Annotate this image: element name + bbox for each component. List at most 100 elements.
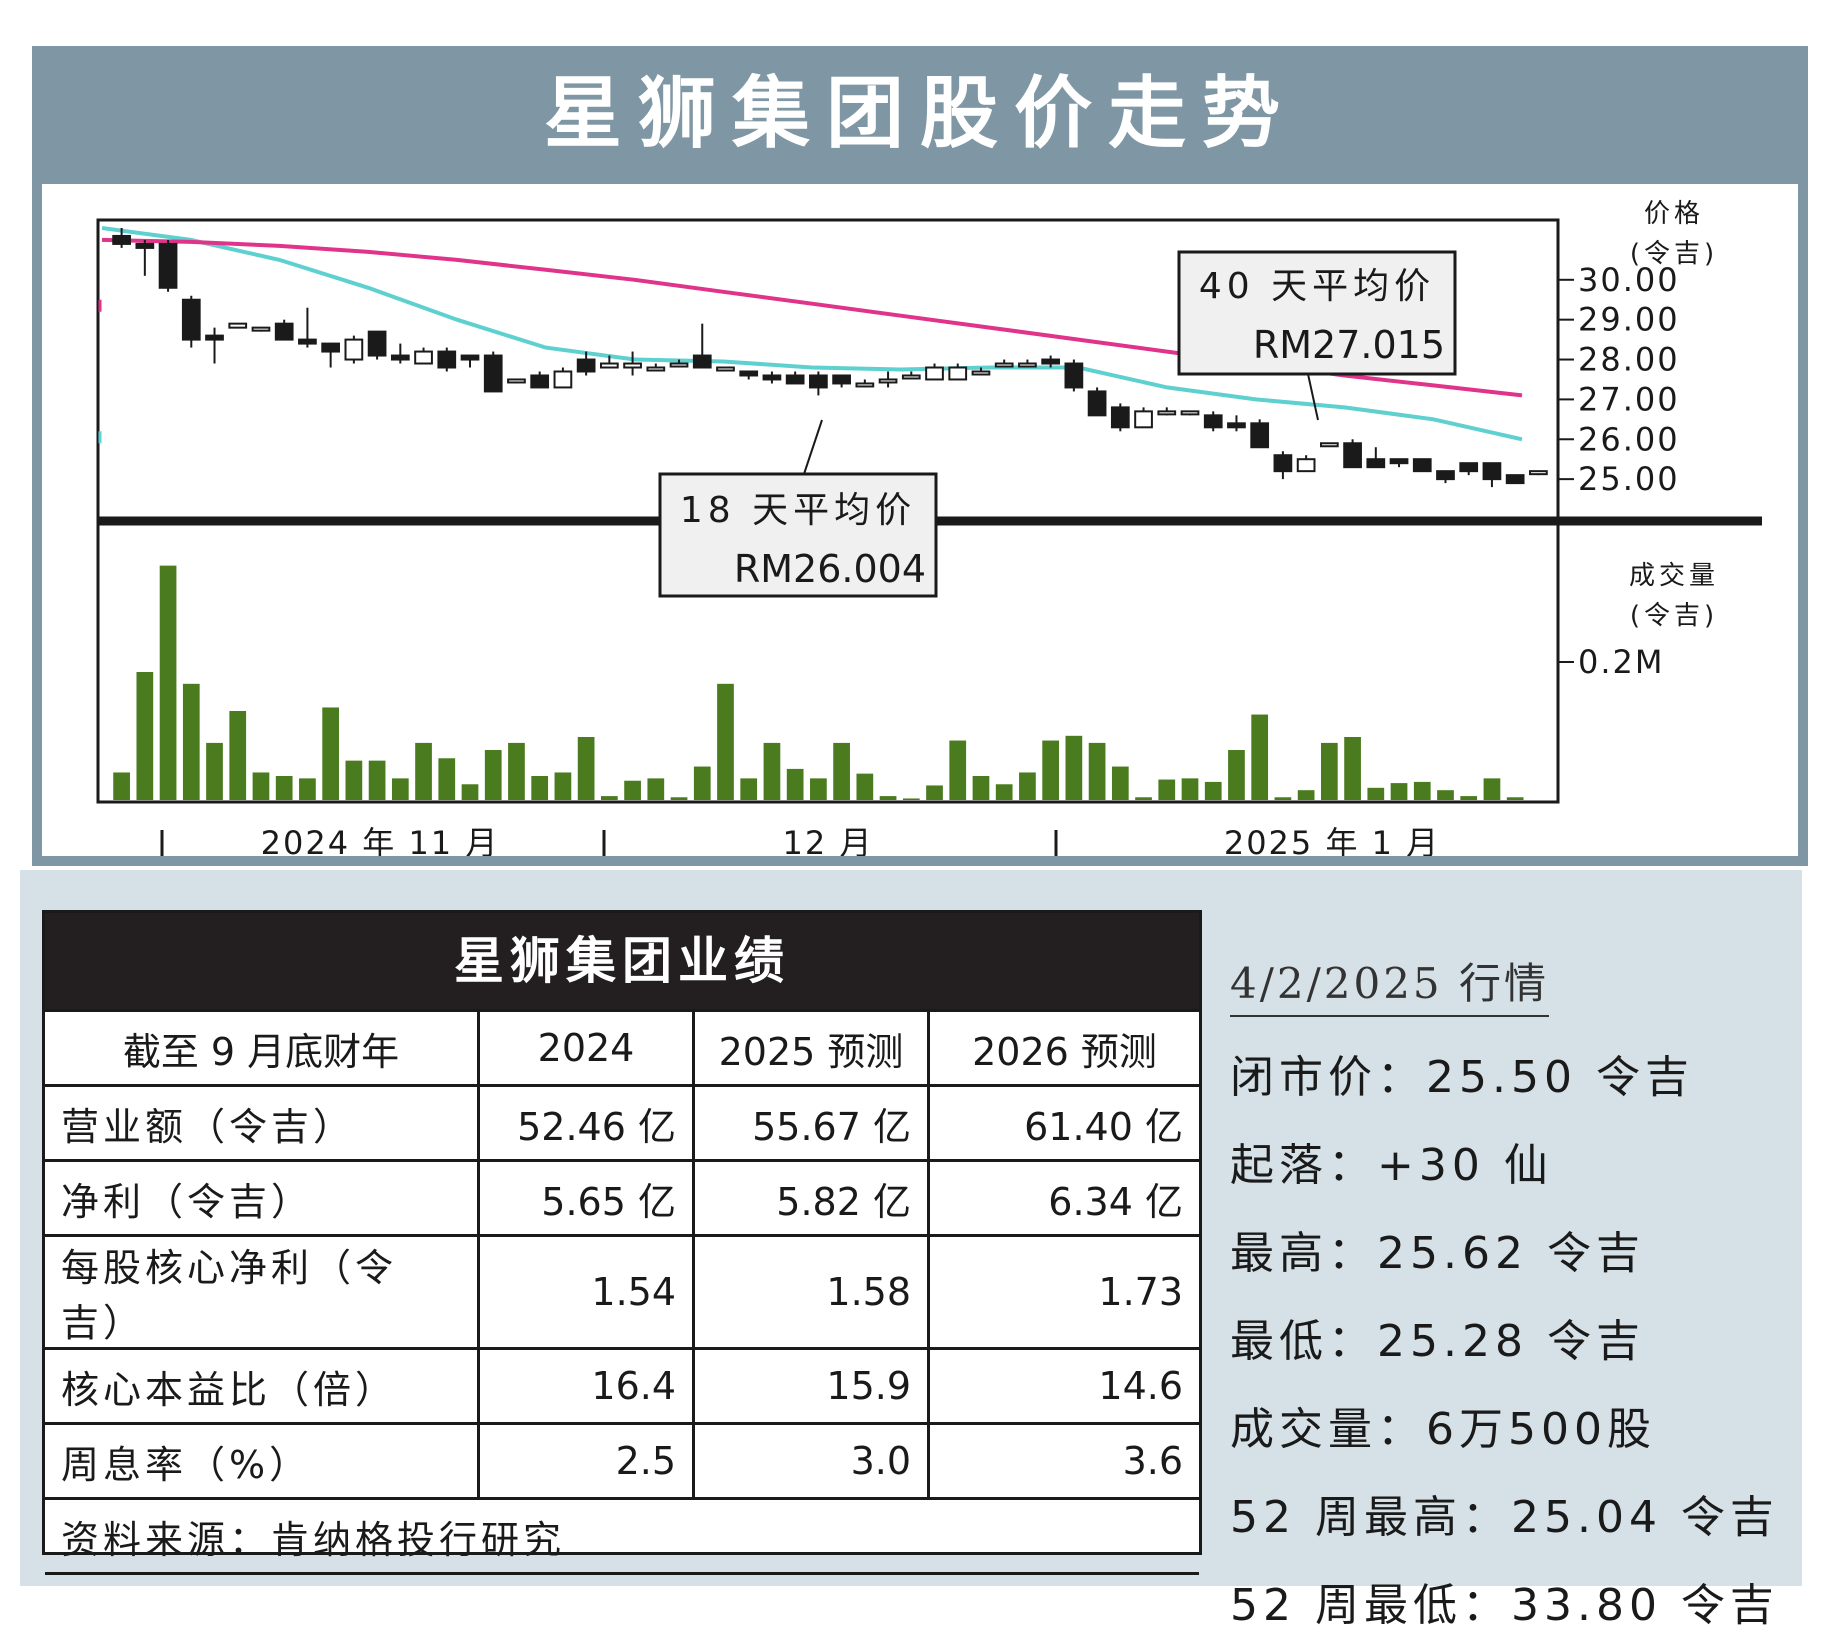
candle-body — [1273, 454, 1293, 473]
header-cell: 截至 9 月底财年 — [45, 1009, 480, 1087]
cell-value: 5.65 亿 — [477, 1159, 695, 1237]
volume-axis-title: 成交量 — [1629, 561, 1719, 591]
candle-body — [1203, 414, 1223, 429]
market-volume: 成交量：6万500股 — [1230, 1404, 1656, 1455]
cell-value: 1.54 — [477, 1234, 695, 1350]
candle-body — [878, 378, 898, 384]
candle-body — [901, 374, 921, 380]
volume-bar — [1506, 797, 1524, 800]
volume-bar — [949, 740, 967, 800]
ma40-callout-box — [1177, 250, 1457, 376]
table-row: 每股核心净利（令吉） 1.54 1.58 1.73 — [45, 1234, 1199, 1350]
candle-body — [994, 362, 1014, 368]
volume-bar — [461, 784, 479, 800]
candle-body — [1064, 362, 1084, 389]
y-tick-label: 26.00 — [1578, 420, 1680, 458]
volume-bar — [299, 778, 316, 800]
x-axis-label: 2025 年 1 月 — [1224, 824, 1440, 856]
candle-body — [251, 326, 271, 332]
volume-bar — [391, 778, 409, 800]
candle-body — [1459, 462, 1479, 473]
row-label: 核心本益比（倍） — [45, 1347, 480, 1425]
table-row: 资料来源：肯纳格投行研究 — [45, 1497, 1199, 1575]
volume-bar — [786, 768, 804, 800]
ma40-callout-label: 40 天平均价 — [1199, 266, 1435, 307]
volume-bar — [531, 776, 549, 800]
candle-body — [1250, 422, 1270, 449]
ma40-callout-value: RM27.015 — [1253, 323, 1445, 367]
candle-body — [1482, 462, 1502, 481]
candle-body — [716, 366, 735, 372]
candle-body — [762, 374, 782, 381]
candle-body — [576, 358, 596, 373]
candle-body — [855, 382, 875, 388]
cell-value: 15.9 — [692, 1347, 930, 1425]
candle-body — [1180, 410, 1200, 416]
results-table-box: 星狮集团业绩 截至 9 月底财年 2024 2025 预测 2026 预测 营业… — [42, 910, 1202, 1575]
candle-body — [135, 242, 155, 249]
candle-body — [1296, 458, 1316, 473]
volume-bar — [1111, 766, 1129, 800]
ma18-callout-box — [658, 472, 938, 598]
candle-body — [483, 354, 503, 393]
candle-body — [809, 374, 828, 389]
volume-bar — [763, 742, 781, 800]
volume-bar — [1344, 737, 1361, 800]
market-52w-low: 52 周最低：33.80 令吉 — [1230, 1580, 1779, 1631]
candle-body — [646, 366, 666, 372]
y-tick-label: 29.00 — [1578, 301, 1680, 339]
candle-body — [321, 342, 341, 353]
candle-body — [274, 322, 294, 341]
volume-bar — [833, 742, 850, 800]
chart-title: 星狮集团股价走势 — [543, 69, 1296, 159]
market-52w-high: 52 周最高：25.04 令吉 — [1230, 1492, 1779, 1543]
candle-body — [623, 362, 642, 369]
volume-axis-unit: (令吉) — [1630, 601, 1718, 631]
volume-bar — [1274, 797, 1292, 800]
y-tick-label: 28.00 — [1578, 341, 1680, 379]
row-label: 营业额（令吉） — [45, 1084, 480, 1162]
volume-bar — [1228, 750, 1245, 800]
volume-bar — [206, 742, 223, 800]
market-summary: 4/2/2025 行情 闭市价：25.50 令吉 起落：+30 仙 最高：25.… — [1230, 950, 1790, 1633]
volume-bar — [902, 798, 920, 800]
volume-bar — [577, 737, 595, 800]
volume-bar — [717, 683, 734, 800]
volume-bar — [508, 742, 525, 800]
stock-chart: 价格(令吉)30.0029.0028.0027.0026.0025.00成交量(… — [96, 199, 1762, 856]
volume-bar — [1088, 742, 1106, 800]
table-row: 核心本益比（倍） 16.4 15.9 14.6 — [45, 1347, 1199, 1425]
y-axis-unit: (令吉) — [1630, 239, 1718, 269]
volume-tick-label: 0.2M — [1578, 643, 1665, 681]
candle-body — [739, 370, 759, 377]
volume-bar — [159, 565, 177, 800]
row-label: 净利（令吉） — [45, 1159, 480, 1237]
volume-bar — [229, 711, 247, 800]
volume-bar — [252, 772, 270, 800]
volume-bar — [1297, 790, 1315, 800]
volume-bar — [926, 785, 943, 800]
volume-bar — [1413, 781, 1431, 800]
market-low: 最低：25.28 令吉 — [1230, 1316, 1645, 1367]
cell-value: 6.34 亿 — [927, 1159, 1199, 1237]
candle-body — [507, 378, 526, 384]
volume-bar — [1483, 778, 1501, 800]
candle-body — [1157, 410, 1177, 416]
volume-bar — [484, 750, 502, 800]
cell-value: 1.58 — [692, 1234, 930, 1350]
candle-body — [228, 322, 248, 329]
candle-body — [599, 362, 619, 369]
market-high: 最高：25.62 令吉 — [1230, 1228, 1645, 1279]
table-row: 营业额（令吉） 52.46 亿 55.67 亿 61.40 亿 — [45, 1084, 1199, 1162]
candle-body — [692, 354, 712, 369]
cell-value: 16.4 — [477, 1347, 695, 1425]
volume-bar — [1042, 740, 1060, 800]
candle-body — [181, 298, 201, 341]
volume-bar — [1019, 772, 1036, 800]
cell-value: 3.0 — [692, 1422, 930, 1500]
volume-bar — [1181, 778, 1199, 800]
candle-body — [460, 354, 480, 361]
results-table: 截至 9 月底财年 2024 2025 预测 2026 预测 营业额（令吉） 5… — [45, 1009, 1199, 1575]
market-change: 起落：+30 仙 — [1230, 1140, 1553, 1191]
candle-body — [1389, 458, 1409, 465]
